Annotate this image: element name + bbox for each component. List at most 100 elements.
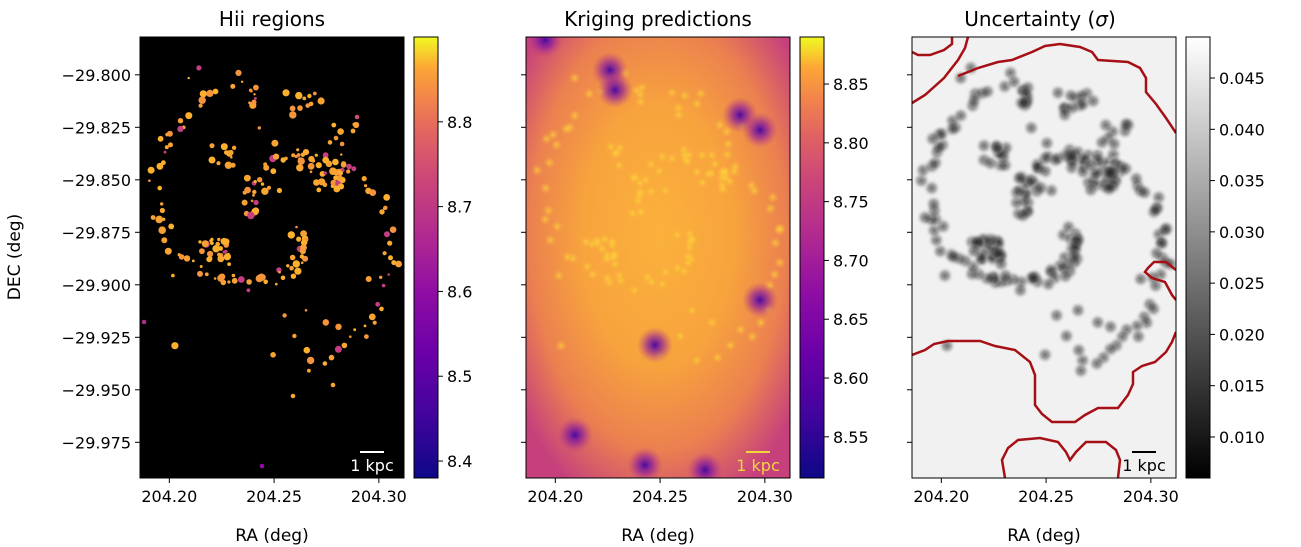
kriging-bright-spot xyxy=(705,149,718,162)
hii-region-point xyxy=(206,256,213,263)
kriging-dark-spot xyxy=(597,72,633,108)
hii-region-point xyxy=(379,209,385,215)
kriging-bright-spot xyxy=(716,183,729,195)
kriging-bright-spot xyxy=(671,262,684,275)
uncertainty-spot xyxy=(1135,183,1154,202)
hii-region-point xyxy=(178,254,185,260)
hii-region-point xyxy=(346,163,352,170)
uncertainty-spot xyxy=(1147,244,1166,263)
hii-region-point xyxy=(330,382,336,388)
hii-region-point xyxy=(280,275,286,281)
kriging-bright-spot xyxy=(666,86,678,99)
y-tick-label: −29.875 xyxy=(62,223,131,242)
hii-region-point xyxy=(379,306,384,312)
hii-region-point xyxy=(369,189,377,197)
kriging-bright-spot xyxy=(613,159,626,172)
kriging-bright-spot xyxy=(604,140,617,153)
uncertainty-spot xyxy=(965,91,984,110)
hii-region-point xyxy=(161,160,166,166)
hii-region-point xyxy=(364,184,368,188)
hii-region-point xyxy=(250,89,253,93)
kriging-dark-spot xyxy=(742,282,778,318)
uncertainty-spot xyxy=(1037,134,1056,153)
colorbar-tick-label: 8.75 xyxy=(833,193,869,212)
hii-region-point xyxy=(208,156,216,164)
colorbar-tick-label: 8.70 xyxy=(833,251,869,270)
panel2-scalebar-label: 1 kpc xyxy=(736,456,779,475)
hii-region-point xyxy=(246,279,252,285)
colorbar-tick-label: 0.040 xyxy=(1219,120,1265,139)
colorbar-tick-label: 8.60 xyxy=(833,369,869,388)
kriging-bright-spot xyxy=(561,250,574,263)
hii-region-point xyxy=(217,255,225,263)
hii-region-point xyxy=(364,334,369,339)
kriging-bright-spot xyxy=(678,149,691,161)
uncertainty-spot xyxy=(1129,327,1148,346)
kriging-bright-spot xyxy=(634,186,647,198)
hii-region-point xyxy=(222,250,227,254)
y-tick-label: −29.825 xyxy=(62,118,131,137)
hii-region-point xyxy=(161,237,168,244)
hii-region-point xyxy=(252,189,257,195)
hii-region-point xyxy=(335,323,342,330)
kriging-bright-spot xyxy=(690,354,703,367)
hii-region-point xyxy=(299,254,305,259)
hii-region-point xyxy=(296,236,302,242)
hii-region-point xyxy=(215,241,220,247)
hii-region-point xyxy=(278,270,281,274)
hii-region-point xyxy=(368,313,376,321)
hii-region-point xyxy=(296,164,304,172)
colorbar-tick-label: 8.55 xyxy=(833,428,869,447)
x-tick-label: 204.30 xyxy=(737,487,793,506)
uncertainty-spot xyxy=(981,154,1000,173)
hii-region-point xyxy=(241,199,248,206)
hii-region-point xyxy=(352,122,356,126)
hii-region-point xyxy=(300,261,304,265)
colorbar-tick-label: 8.7 xyxy=(447,198,472,217)
hii-region-point xyxy=(309,170,313,174)
panel2-colorbar-ticks: 8.55 8.60 8.65 8.70 8.75 8.80 8.85 xyxy=(824,75,869,447)
hii-region-point xyxy=(341,161,347,167)
panel1-x-axis: 204.20 204.25 204.30 xyxy=(141,478,407,506)
hii-region-point xyxy=(300,239,307,246)
uncertainty-spot xyxy=(951,106,970,125)
hii-region-point xyxy=(141,319,147,325)
hii-region-point xyxy=(157,185,162,191)
hii-region-point xyxy=(292,260,300,268)
hii-region-point xyxy=(253,180,257,184)
kriging-bright-spot xyxy=(645,158,658,171)
hii-region-point xyxy=(389,226,397,233)
hii-region-point xyxy=(259,463,265,469)
hii-region-point xyxy=(289,254,296,261)
kriging-bright-spot xyxy=(686,304,698,317)
hii-region-point xyxy=(270,352,276,358)
hii-region-point xyxy=(276,187,282,194)
hii-region-point xyxy=(212,88,219,95)
kriging-bright-spot xyxy=(724,339,737,352)
kriging-bright-spot xyxy=(672,108,685,121)
hii-region-point xyxy=(227,262,232,266)
kriging-bright-spot xyxy=(729,160,742,173)
kriging-bright-spot xyxy=(656,278,669,291)
hii-region-point xyxy=(159,207,165,214)
kriging-bright-spot xyxy=(542,204,555,217)
hii-region-point xyxy=(361,176,367,182)
hii-region-point xyxy=(296,148,300,152)
hii-region-point xyxy=(235,69,242,76)
hii-region-point xyxy=(196,65,202,71)
hii-region-point xyxy=(273,153,280,160)
kriging-bright-spot xyxy=(711,351,724,364)
hii-region-point xyxy=(322,152,329,159)
hii-region-point xyxy=(253,199,259,206)
colorbar-tick-label: 8.5 xyxy=(447,367,472,386)
hii-region-point xyxy=(185,112,193,120)
panel3-colorbar-ticks: 0.010 0.015 0.020 0.025 0.030 0.035 0.040 0.045 xyxy=(1210,69,1265,447)
hii-region-point xyxy=(287,231,295,239)
uncertainty-spot xyxy=(1081,156,1100,175)
colorbar-tick-label: 0.025 xyxy=(1219,274,1265,293)
hii-region-point xyxy=(328,354,335,361)
kriging-bright-spot xyxy=(773,256,786,269)
x-tick-label: 204.25 xyxy=(246,487,302,506)
hii-region-point xyxy=(251,99,257,105)
kriging-bright-spot xyxy=(694,87,707,100)
